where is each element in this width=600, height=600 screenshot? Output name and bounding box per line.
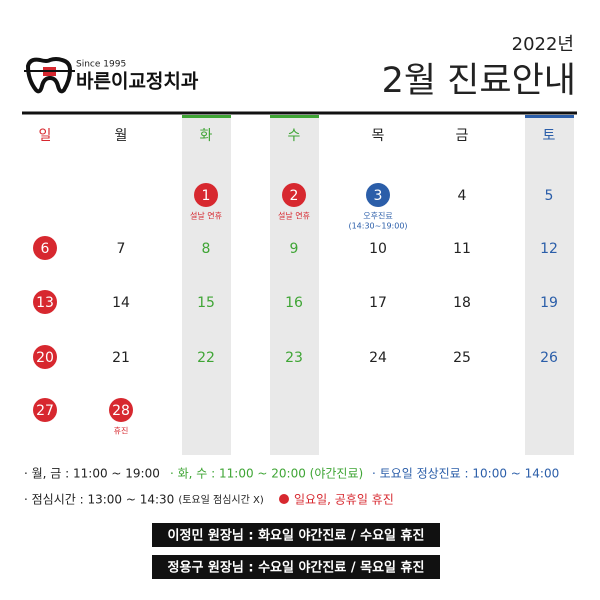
weekday: 목	[372, 128, 385, 144]
tooth	[25, 57, 73, 94]
day: 5	[545, 188, 554, 204]
day-note: 설날 연휴	[190, 211, 222, 221]
day-circle	[33, 398, 57, 422]
day-circle	[109, 398, 133, 422]
weekday: 화	[200, 128, 213, 144]
day: 6	[41, 241, 50, 257]
shaded-column	[182, 115, 231, 455]
day: 4	[458, 188, 467, 204]
weekday: 토	[543, 128, 556, 144]
day: 27	[36, 403, 54, 419]
day: 28	[112, 403, 130, 419]
holiday-dot	[279, 494, 289, 504]
page-title: 2월 진료안내	[382, 61, 576, 101]
year: 2022년	[512, 34, 574, 55]
notice-box	[152, 555, 440, 579]
day: 12	[540, 241, 558, 257]
day: 25	[453, 350, 471, 366]
notice-text: 정용구 원장님 : 수요일 야간진료 / 목요일 휴진	[168, 560, 425, 576]
day-note: 설날 연휴	[278, 211, 310, 221]
lunch-hours: · 점심시간 : 13:00 ~ 14:30	[24, 493, 174, 507]
day-circle	[194, 183, 218, 207]
day: 8	[202, 241, 211, 257]
day: 2	[290, 188, 299, 204]
calendar: 일 월 화 수 목 금 토 1 설날 연휴 2 설날 연휴 3 오후진료(14:30~19:00) 4 5 6…	[33, 128, 558, 436]
weekday: 수	[288, 128, 301, 144]
day: 24	[369, 350, 387, 366]
legend: · 월, 금 : 11:00 ~ 19:00 · 화, 수 : 11:00 ~ 2…	[24, 467, 559, 507]
logo-since: Since 1995	[76, 60, 126, 70]
weekday: 금	[456, 128, 469, 144]
day: 21	[112, 350, 130, 366]
day-circle	[282, 183, 306, 207]
day: 15	[197, 295, 215, 311]
day: 18	[453, 295, 471, 311]
day: 20	[36, 350, 54, 366]
weekday: 일	[39, 128, 52, 144]
shaded-column	[270, 115, 319, 455]
day: 19	[540, 295, 558, 311]
column-top	[270, 115, 319, 118]
day: 11	[453, 241, 471, 257]
day-circle	[33, 290, 57, 314]
day: 3	[374, 188, 383, 204]
notice-text: 이정민 원장님 : 화요일 야간진료 / 수요일 휴진	[168, 528, 425, 544]
column-top	[525, 115, 574, 118]
day: 16	[285, 295, 303, 311]
day-circle	[33, 345, 57, 369]
day-circle	[366, 183, 390, 207]
weekday: 월	[115, 128, 128, 144]
shaded-columns	[182, 115, 574, 455]
logo-icon	[24, 57, 75, 94]
logo-name: 바른이교정치과	[76, 71, 199, 93]
day-circle	[33, 236, 57, 260]
notice-box	[152, 523, 440, 547]
column-top	[182, 115, 231, 118]
day: 14	[112, 295, 130, 311]
lunch-note: (토요일 점심시간 X)	[178, 494, 264, 506]
day-note: (14:30~19:00)	[348, 222, 407, 231]
day: 17	[369, 295, 387, 311]
day: 7	[117, 241, 126, 257]
holiday-note: 일요일, 공휴일 휴진	[294, 493, 394, 507]
day: 23	[285, 350, 303, 366]
day: 9	[290, 241, 299, 257]
legend-item: · 토요일 정상진료 : 10:00 ~ 14:00	[372, 467, 559, 481]
day: 13	[36, 295, 54, 311]
day: 26	[540, 350, 558, 366]
day-note: 휴진	[114, 426, 129, 436]
day: 1	[202, 188, 211, 204]
day: 10	[369, 241, 387, 257]
day: 22	[197, 350, 215, 366]
legend-item: · 화, 수 : 11:00 ~ 20:00 (야간진료)	[170, 467, 363, 481]
legend-item: · 월, 금 : 11:00 ~ 19:00	[24, 467, 160, 481]
day-note: 오후진료	[363, 211, 392, 221]
shaded-column	[525, 115, 574, 455]
